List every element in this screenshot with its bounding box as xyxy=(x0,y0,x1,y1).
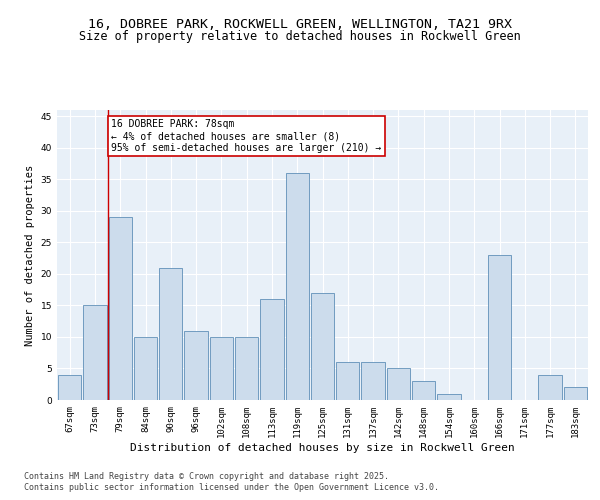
Text: Size of property relative to detached houses in Rockwell Green: Size of property relative to detached ho… xyxy=(79,30,521,43)
Bar xyxy=(336,362,359,400)
Bar xyxy=(361,362,385,400)
Text: 16, DOBREE PARK, ROCKWELL GREEN, WELLINGTON, TA21 9RX: 16, DOBREE PARK, ROCKWELL GREEN, WELLING… xyxy=(88,18,512,30)
X-axis label: Distribution of detached houses by size in Rockwell Green: Distribution of detached houses by size … xyxy=(130,442,515,452)
Bar xyxy=(58,375,81,400)
Bar xyxy=(564,388,587,400)
Bar xyxy=(109,217,132,400)
Bar xyxy=(488,255,511,400)
Bar xyxy=(387,368,410,400)
Bar xyxy=(311,293,334,400)
Text: Contains HM Land Registry data © Crown copyright and database right 2025.: Contains HM Land Registry data © Crown c… xyxy=(24,472,389,481)
Bar xyxy=(159,268,182,400)
Bar xyxy=(260,299,284,400)
Bar xyxy=(134,337,157,400)
Y-axis label: Number of detached properties: Number of detached properties xyxy=(25,164,35,346)
Bar xyxy=(235,337,258,400)
Bar xyxy=(286,173,309,400)
Bar xyxy=(83,306,107,400)
Text: Contains public sector information licensed under the Open Government Licence v3: Contains public sector information licen… xyxy=(24,484,439,492)
Bar xyxy=(412,381,435,400)
Bar xyxy=(210,337,233,400)
Text: 16 DOBREE PARK: 78sqm
← 4% of detached houses are smaller (8)
95% of semi-detach: 16 DOBREE PARK: 78sqm ← 4% of detached h… xyxy=(112,120,382,152)
Bar xyxy=(437,394,461,400)
Bar xyxy=(538,375,562,400)
Bar xyxy=(184,330,208,400)
